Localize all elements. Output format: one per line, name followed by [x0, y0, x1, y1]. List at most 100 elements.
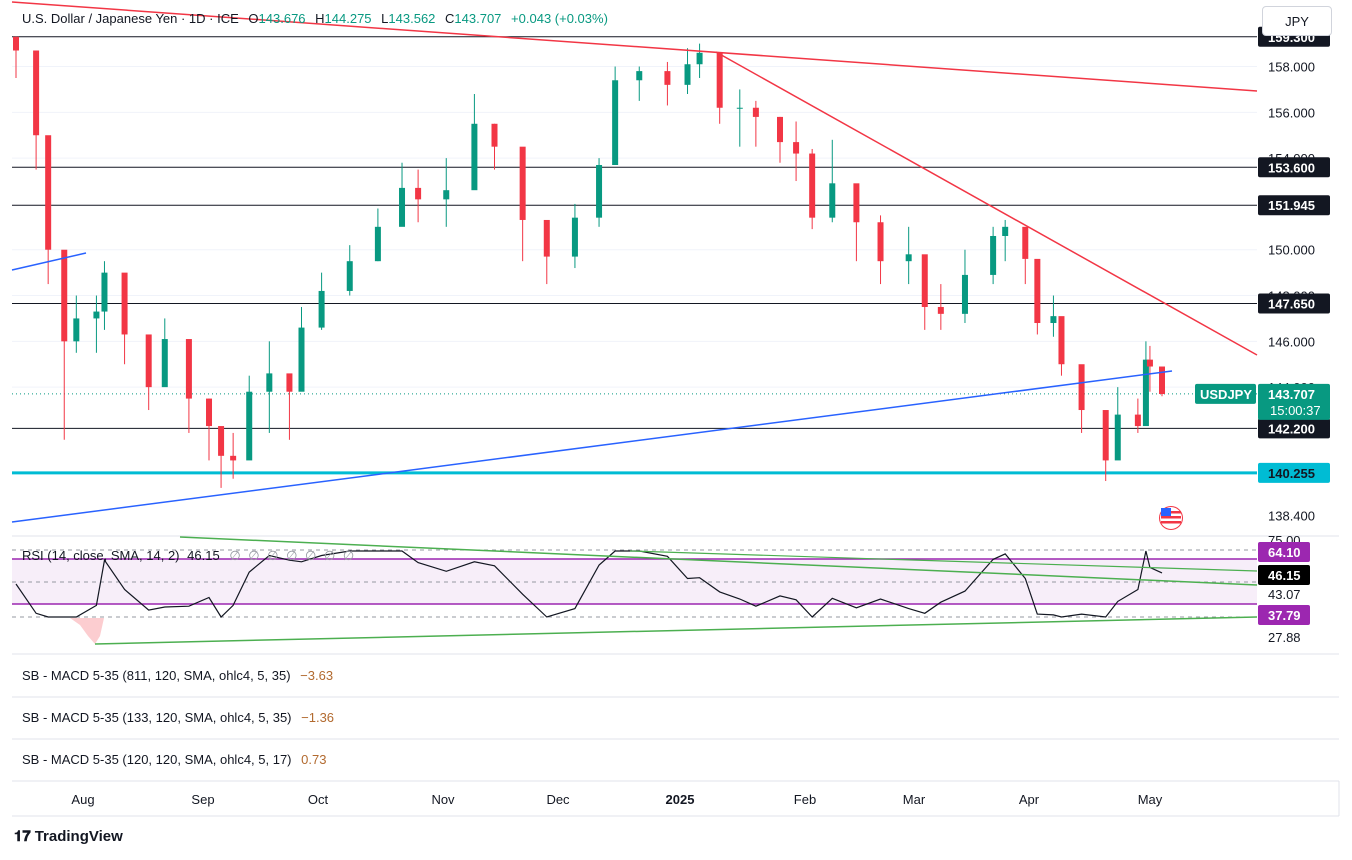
countdown-label: 15:00:37: [1270, 403, 1321, 418]
chart-header: U.S. Dollar / Japanese Yen · 1D · ICE O1…: [22, 11, 608, 26]
rsi-support-trend[interactable]: [94, 616, 1258, 645]
candle-body: [612, 80, 619, 165]
candle-body: [230, 455, 237, 461]
price-tick-label: 146.000: [1268, 334, 1315, 349]
candle-body: [1134, 414, 1141, 427]
macd-legend-value: −1.36: [301, 710, 335, 725]
rsi-resistance-trend[interactable]: [179, 536, 1258, 586]
candle-body: [809, 153, 816, 218]
currency-button[interactable]: JPY: [1262, 6, 1332, 36]
descending-resistance-line[interactable]: [715, 51, 1258, 356]
rsi-badge-label: 46.15: [1268, 568, 1301, 583]
rsi-legend-dots: ∅ ∅ ∅ ∅ ∅ ∅ ∅: [229, 548, 357, 563]
last-price-label: 143.707: [1268, 387, 1315, 402]
candles: [13, 36, 1165, 488]
price-level-badge: [1258, 462, 1330, 483]
trendlines: [11, 1, 1258, 523]
ticker-badge: [1195, 383, 1256, 404]
candle-body: [45, 135, 52, 250]
candle-body: [266, 373, 273, 392]
macd-legend-title: SB - MACD 5-35 (133, 120, SMA, ohlc4, 5,…: [22, 710, 292, 725]
candle-body: [1002, 226, 1009, 236]
candle-body: [877, 222, 884, 262]
candle-body: [73, 318, 80, 342]
price-tick-label: 156.000: [1268, 105, 1315, 120]
time-tick-label: 2025: [666, 792, 695, 807]
change-value: +0.043 (+0.03%): [511, 11, 608, 26]
candle-body: [543, 219, 550, 257]
rsi-band: [12, 559, 1257, 604]
rsi-legend[interactable]: RSI (14, close, SMA, 14, 2) 46.15 ∅ ∅ ∅ …: [22, 548, 356, 564]
high-value: 144.275: [324, 11, 372, 26]
macd-pane-1-legend[interactable]: SB - MACD 5-35 (811, 120, SMA, ohlc4, 5,…: [22, 668, 333, 683]
candle-body: [961, 274, 968, 314]
macd-pane-2-legend[interactable]: SB - MACD 5-35 (133, 120, SMA, ohlc4, 5,…: [22, 710, 334, 725]
candle-body: [793, 142, 800, 154]
candle-body: [33, 50, 40, 136]
candle-body: [206, 398, 213, 427]
price-level-badge-label: 151.945: [1268, 198, 1315, 213]
candle-body: [736, 107, 743, 109]
time-tick-label: Sep: [191, 792, 214, 807]
candle-body: [1058, 316, 1065, 365]
tradingview-logo-icon: 𝟏𝟕: [14, 828, 31, 845]
price-level-badge-label: 147.650: [1268, 297, 1315, 312]
macd-pane-3-legend[interactable]: SB - MACD 5-35 (120, 120, SMA, ohlc4, 5,…: [22, 752, 326, 767]
candle-body: [101, 272, 108, 312]
time-axis: Aug Sep Oct Nov Dec 2025 Feb Mar Apr May: [71, 792, 1162, 807]
low-value: 143.562: [388, 11, 436, 26]
rsi-oversold-fill: [70, 618, 104, 644]
long-term-resistance-line[interactable]: [11, 1, 1258, 92]
candle-body: [399, 187, 406, 227]
rsi-tick-label: 27.88: [1268, 630, 1301, 645]
ascending-support-line-upper[interactable]: [11, 252, 87, 271]
time-tick-label: Aug: [71, 792, 94, 807]
open-value: 143.676: [258, 11, 306, 26]
time-tick-label: Apr: [1019, 792, 1040, 807]
candle-body: [1146, 359, 1153, 367]
candle-body: [286, 373, 293, 392]
candle-body: [1022, 226, 1029, 259]
candle-body: [905, 254, 912, 262]
candle-body: [684, 64, 691, 85]
rsi-badge: [1258, 542, 1310, 562]
macd-legend-value: 0.73: [301, 752, 327, 767]
candle-body: [185, 339, 192, 399]
candle-body: [161, 339, 168, 388]
candle-body: [61, 249, 68, 342]
symbol-title[interactable]: U.S. Dollar / Japanese Yen · 1D · ICE: [22, 11, 239, 26]
price-tick-label: 150.000: [1268, 243, 1315, 258]
candle-body: [298, 327, 305, 392]
rsi-badge-label: 64.10: [1268, 545, 1301, 560]
candle-body: [443, 190, 450, 200]
price-level-badge-label: 142.200: [1268, 421, 1315, 436]
ticker-badge-label: USDJPY: [1200, 387, 1252, 402]
candle-body: [853, 183, 860, 223]
candle-body: [1114, 414, 1121, 461]
tradingview-logo[interactable]: 𝟏𝟕 TradingView: [14, 828, 123, 845]
price-level-badge: [1258, 418, 1330, 439]
ascending-support-line[interactable]: [11, 370, 1173, 523]
candle-body: [121, 272, 128, 335]
candle-body: [752, 107, 759, 117]
macd-legend-title: SB - MACD 5-35 (811, 120, SMA, ohlc4, 5,…: [22, 668, 291, 683]
candle-body: [471, 123, 478, 191]
candle-body: [990, 235, 997, 275]
time-tick-label: Feb: [794, 792, 816, 807]
candle-body: [1034, 258, 1041, 324]
price-level-badge: [1258, 157, 1330, 178]
rsi-resistance-trend-2[interactable]: [629, 550, 1258, 572]
rsi-line: [15, 550, 1163, 618]
candle-body: [415, 187, 422, 200]
candle-body: [13, 36, 19, 51]
us-flag-icon[interactable]: [1159, 506, 1183, 530]
time-tick-label: Mar: [903, 792, 926, 807]
candle-body: [1142, 359, 1149, 427]
candle-body: [491, 123, 498, 147]
candle-body: [346, 261, 353, 291]
high-label: H: [315, 11, 325, 26]
time-tick-label: Nov: [431, 792, 455, 807]
price-level-badge-label: 140.255: [1268, 466, 1315, 481]
candle-body: [829, 183, 836, 218]
